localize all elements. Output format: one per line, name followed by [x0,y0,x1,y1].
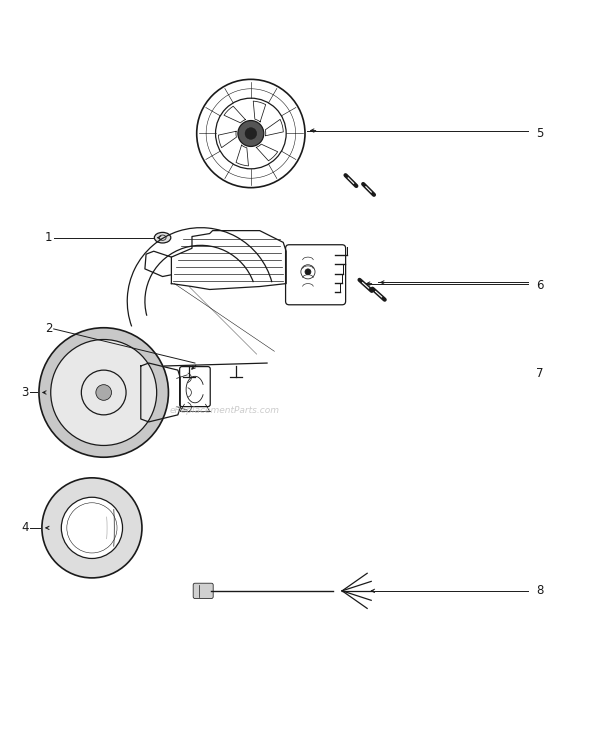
Text: 5: 5 [536,127,544,140]
Circle shape [39,328,169,458]
Circle shape [245,127,257,139]
Text: 8: 8 [536,584,544,597]
Text: 1: 1 [45,231,53,244]
Circle shape [96,384,112,400]
Text: 2: 2 [45,322,53,335]
Circle shape [238,121,264,146]
Circle shape [61,497,123,559]
FancyBboxPatch shape [193,583,213,599]
Circle shape [51,340,157,446]
Ellipse shape [155,232,171,243]
Text: 4: 4 [21,521,29,534]
Circle shape [42,478,142,578]
Text: 6: 6 [536,279,544,292]
Circle shape [305,269,311,274]
Text: 7: 7 [536,367,544,380]
Text: 3: 3 [21,386,29,399]
Text: eReplacementParts.com: eReplacementParts.com [169,406,280,414]
